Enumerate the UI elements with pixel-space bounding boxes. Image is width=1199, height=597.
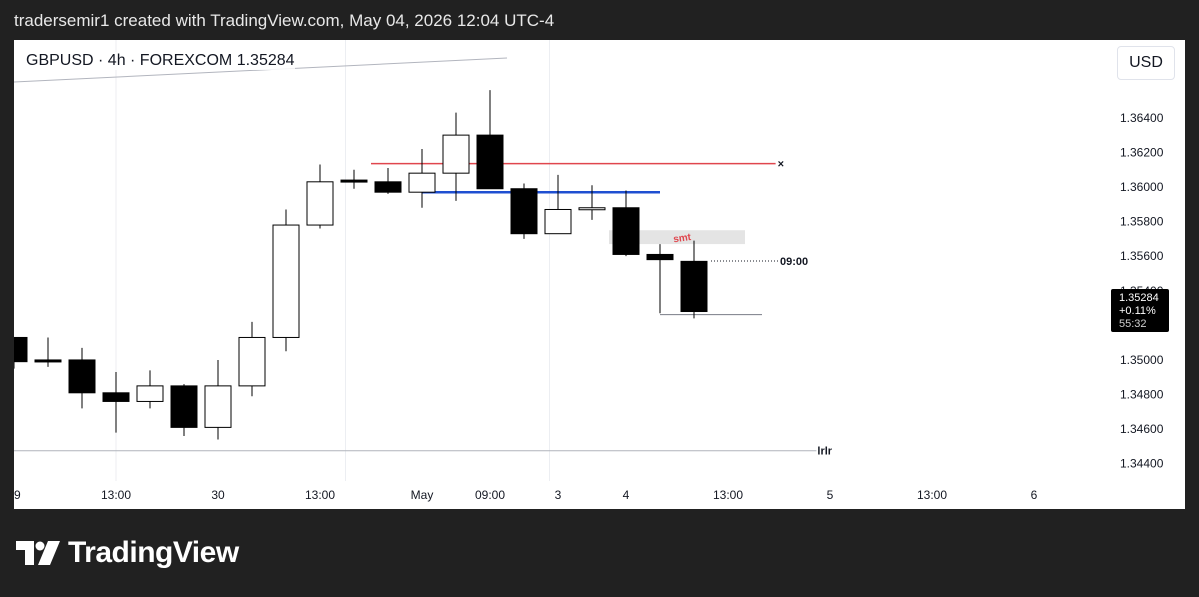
smt-box (609, 230, 745, 245)
x-tick-label: 3 (555, 488, 562, 502)
candle-bullish (238, 336, 266, 387)
candle-bearish (170, 385, 198, 428)
y-tick-label: 1.34800 (1120, 388, 1164, 402)
smt-label: smt (673, 232, 693, 245)
tradingview-wordmark: TradingView (68, 536, 239, 569)
candle-bearish (374, 181, 402, 193)
currency-button[interactable]: USD (1117, 46, 1175, 80)
candle-bearish (680, 260, 708, 313)
candle-bearish (34, 359, 62, 363)
y-tick-label: 1.36400 (1120, 111, 1164, 125)
candle-bullish (578, 207, 606, 211)
y-tick-label: 1.35800 (1120, 215, 1164, 229)
x-tick-label: 13:00 (101, 488, 131, 502)
candle-bearish (102, 392, 130, 402)
tradingview-logo: TradingView (16, 536, 239, 570)
x-tick-label: 13:00 (305, 488, 335, 502)
last-price-tag: 1.35284 +0.11% 55:32 (1111, 289, 1169, 332)
candle-bearish (510, 188, 538, 235)
x-tick-label: 29 (14, 488, 21, 502)
y-tick-label: 1.34400 (1120, 457, 1164, 471)
x-tick-label: 4 (623, 488, 630, 502)
candle-bearish (14, 336, 28, 363)
x-tick-label: 30 (211, 488, 225, 502)
candle-bullish (544, 208, 572, 235)
candle-bearish (68, 359, 96, 394)
candle-bearish (612, 207, 640, 255)
x-tick-label: 5 (827, 488, 834, 502)
y-tick-label: 1.36000 (1120, 180, 1164, 194)
x-tick-label: 09:00 (475, 488, 505, 502)
level-label: 09:00 (780, 256, 808, 268)
x-tick-label: 13:00 (713, 488, 743, 502)
last-price: 1.35284 (1119, 292, 1159, 304)
candle-bullish (136, 385, 164, 402)
candle-bullish (408, 172, 436, 193)
candle-bullish (204, 385, 232, 428)
chart-area[interactable]: 29 13:00 30 13:00 May 09:00 3 4 13:00 5 13:00 6 1.36… (14, 40, 1185, 509)
x-tick-label: 13:00 (917, 488, 947, 502)
x-tick-label: 6 (1031, 488, 1038, 502)
y-tick-label: 1.35600 (1120, 249, 1164, 263)
x-tick-label: May (411, 488, 434, 502)
symbol-legend: GBPUSD · 4h · FOREXCOM 1.35284 (26, 52, 295, 70)
candle-bullish (272, 224, 300, 338)
y-tick-label: 1.34600 (1120, 422, 1164, 436)
y-tick-label: 1.35000 (1120, 353, 1164, 367)
x-mark: × (778, 159, 784, 171)
tradingview-logo-icon (16, 541, 60, 565)
price-change: +0.11% (1119, 305, 1156, 317)
lrlr-label: lrlr (817, 446, 832, 458)
candle-bullish (306, 181, 334, 226)
chart-attribution: tradersemir1 created with TradingView.co… (14, 11, 555, 30)
bar-countdown: 55:32 (1119, 318, 1147, 330)
candle-bearish (646, 253, 674, 261)
candlestick-chart[interactable]: 29 13:00 30 13:00 May 09:00 3 4 13:00 5 13:00 6 1.36… (14, 40, 1185, 509)
candle-bullish (442, 134, 470, 174)
trendline (14, 57, 508, 83)
candle-bearish (476, 134, 504, 190)
candle-bearish (340, 179, 368, 183)
y-tick-label: 1.36200 (1120, 145, 1164, 159)
